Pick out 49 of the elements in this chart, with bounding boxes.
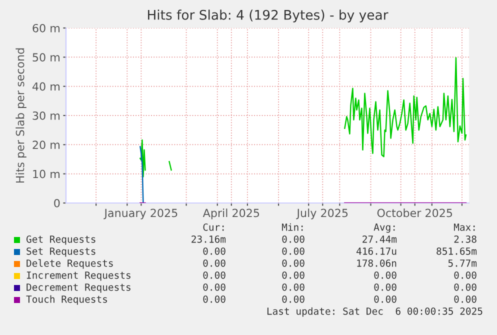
text: 0.00 — [203, 247, 226, 255]
x-tick-label: July 2025 — [296, 208, 348, 220]
legend-label: Set Requests — [26, 247, 96, 257]
y-tick-label: 50 m — [32, 53, 60, 62]
text: Avg: — [374, 224, 395, 233]
y-tick-label: 10 m — [33, 170, 60, 178]
text: 0.00 — [282, 259, 304, 267]
y-tick-label: 40 m — [32, 82, 60, 91]
legend-label: Delete Requests — [26, 259, 113, 269]
text: 0.00 — [203, 283, 226, 291]
x-tick-label: April 2025 — [202, 208, 260, 220]
text: 23.16m — [192, 235, 226, 243]
text: 0.00 — [203, 295, 226, 303]
text: Min: — [282, 223, 303, 231]
text: 0.00 — [374, 295, 396, 303]
chart-title: Hits for Slab: 4 (192 Bytes) - by year — [148, 10, 388, 22]
legend-label: Get Requests — [26, 235, 96, 245]
text: 5.77m — [448, 260, 477, 267]
text: 0.00 — [454, 283, 476, 291]
text: 0.00 — [203, 271, 226, 279]
y-tick-label: 30 m — [32, 111, 60, 120]
text: 0.00 — [282, 247, 304, 255]
legend-label: Touch Requests — [26, 295, 107, 305]
text: 0.00 — [282, 283, 304, 291]
text: Last update: Sat Dec 6 00:00:35 2025 — [267, 307, 482, 317]
legend-label: Increment Requests — [26, 272, 130, 281]
text: 0.00 — [282, 271, 304, 279]
text: 851.65m — [436, 247, 477, 255]
text: Max: — [454, 224, 475, 231]
line-series — [140, 146, 144, 203]
text: 416.17u — [356, 247, 396, 255]
text: Cur: — [203, 223, 224, 231]
x-tick-label: October 2025 — [377, 208, 452, 218]
x-tick-label: January 2025 — [104, 208, 178, 220]
text: 0.00 — [374, 283, 396, 291]
text: 27.44m — [362, 235, 397, 243]
legend-label: Decrement Requests — [26, 284, 130, 293]
text: 0.00 — [282, 295, 304, 303]
text: 0.00 — [282, 235, 304, 243]
text: 0.00 — [454, 295, 476, 303]
y-tick-label: 0 — [54, 198, 60, 208]
y-axis-title: Hits per Slab per second — [16, 48, 26, 183]
text: 0.00 — [454, 271, 476, 279]
y-tick-label: 20 m — [32, 140, 60, 150]
text: 0.00 — [374, 271, 396, 279]
text: 0.00 — [203, 259, 226, 267]
text: 2.38 — [454, 235, 476, 243]
text: 178.06n — [357, 259, 396, 267]
y-tick-label: 60 m — [32, 24, 60, 32]
